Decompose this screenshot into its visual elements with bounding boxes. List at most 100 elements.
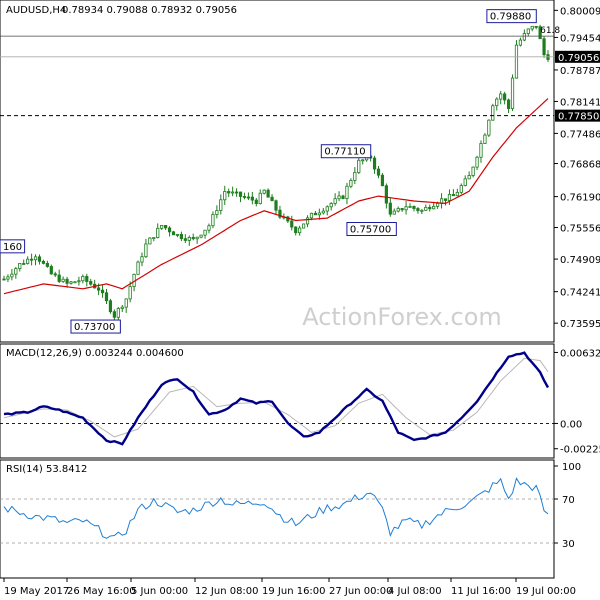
candle-body [309,212,314,219]
candle-body [503,93,507,101]
candle-body [152,237,156,239]
candle-body [37,256,42,262]
price-axis-label: 0.74909 [560,255,600,266]
candle-body [199,234,203,238]
candle-body [179,234,183,240]
candle-body [534,25,538,28]
candle-body [140,256,144,263]
candle-body [148,237,152,245]
candle-body [372,157,377,170]
candle-body [144,243,148,258]
candle-body [530,25,534,30]
candle-body [333,198,337,204]
candle-body [254,199,258,205]
price-annotation-label: 0.79880 [490,12,531,23]
candle-body [392,210,396,215]
candle-body [215,210,219,215]
price-axis-label: 0.77486 [560,129,600,140]
candle-body [2,278,6,281]
candle-body [57,274,61,282]
candle-body [487,119,491,136]
candle-body [242,196,247,198]
rsi-title: RSI(14) 53.8412 [6,464,87,475]
candle-body [294,226,298,234]
candle-body [313,212,318,216]
time-axis-label: 26 May 16:00 [67,586,136,597]
candle-body [49,266,53,275]
candles-layer [2,24,550,323]
candle-body [471,166,475,176]
price-axis-marker-label: 0.79056 [558,53,599,64]
price-axis-label: 0.76190 [560,193,600,204]
candle-body [357,159,361,173]
candle-body [61,278,65,282]
rsi-axis-label: 70 [562,495,575,506]
candle-body [396,208,400,212]
price-axis-label: 0.76868 [560,160,600,171]
candle-body [329,203,333,208]
candle-body [542,38,546,56]
time-axis-label: 19 Jun 16:00 [262,586,326,597]
candle-body [447,194,452,201]
candle-body [353,172,357,181]
candle-body [108,300,113,313]
candle-body [459,185,463,193]
candle-body [33,256,38,261]
candle-body [231,191,235,194]
price-annotation-label: 160 [3,242,22,253]
candle-body [73,281,77,284]
candle-body [305,217,310,225]
price-axis-label: 0.79454 [560,33,600,44]
candle-body [506,99,511,109]
price-axis-label: 0.75556 [560,224,600,235]
rsi-axis-label: 100 [562,462,581,473]
candle-body [337,195,341,200]
candle-body [187,236,191,241]
candle-body [227,191,231,194]
candle-body [195,236,199,240]
candle-body [250,196,254,201]
macd-title: MACD(12,26,9) 0.003244 0.004600 [6,348,184,359]
candle-body [479,143,483,158]
candle-body [69,281,73,284]
rsi-panel: RSI(14) 53.8412 100 70 30 [0,459,581,579]
candle-body [207,225,211,231]
candle-body [10,273,14,278]
candle-body [100,289,105,294]
candle-body [416,208,420,212]
chart-title: AUDUSD,H4 [6,5,66,16]
candle-body [361,159,365,162]
candle-body [278,209,282,218]
candle-body [341,195,345,199]
rsi-line [3,477,549,539]
candle-body [164,225,168,229]
price-annotation-box [0,239,26,254]
macd-axis-label: 0.006326 [560,348,600,359]
candle-body [89,281,93,285]
candle-body [191,236,195,240]
time-axis-label: 12 Jun 08:00 [195,586,259,597]
candle-body [538,26,542,40]
price-annotation-box [320,144,372,159]
candle-body [420,209,424,212]
candle-body [97,287,101,291]
candle-body [29,258,34,261]
candle-body [18,263,22,269]
price-axis-label: 0.80009 [560,6,600,17]
candle-body [266,189,270,198]
price-annotation-box [346,222,397,237]
candle-body [104,292,109,302]
candle-body [412,206,416,209]
candle-body [136,261,140,275]
candle-body [432,205,436,210]
candle-body [467,175,471,180]
candle-body [321,210,325,214]
candle-body [404,206,408,211]
price-axis-marker [555,109,600,122]
candle-body [81,275,85,282]
price-annotation-label: 0.77110 [324,147,365,158]
candle-body [171,231,176,236]
price-annotation-box [486,9,537,24]
candle-body [463,178,467,186]
